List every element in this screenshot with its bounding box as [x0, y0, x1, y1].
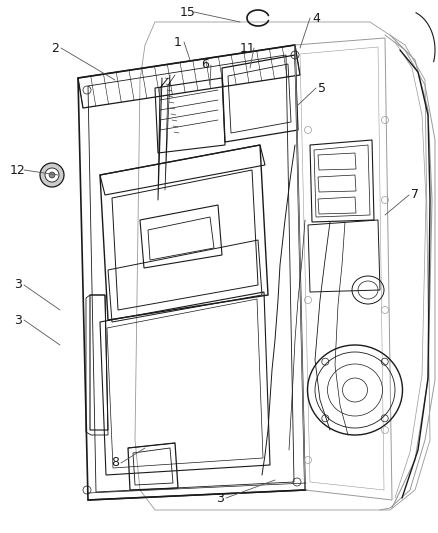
Text: 8: 8 [111, 456, 119, 470]
Text: 3: 3 [216, 491, 224, 505]
Circle shape [40, 163, 64, 187]
Text: 5: 5 [318, 82, 326, 94]
Text: 4: 4 [312, 12, 320, 25]
Text: 3: 3 [14, 313, 22, 327]
Text: 11: 11 [240, 42, 256, 54]
Text: 15: 15 [180, 5, 196, 19]
Circle shape [45, 168, 59, 182]
Text: 7: 7 [411, 189, 419, 201]
Text: 12: 12 [10, 164, 26, 176]
Text: 2: 2 [51, 42, 59, 54]
Text: 1: 1 [174, 36, 182, 49]
Text: 6: 6 [201, 59, 209, 71]
Circle shape [49, 172, 55, 178]
Text: 3: 3 [14, 279, 22, 292]
